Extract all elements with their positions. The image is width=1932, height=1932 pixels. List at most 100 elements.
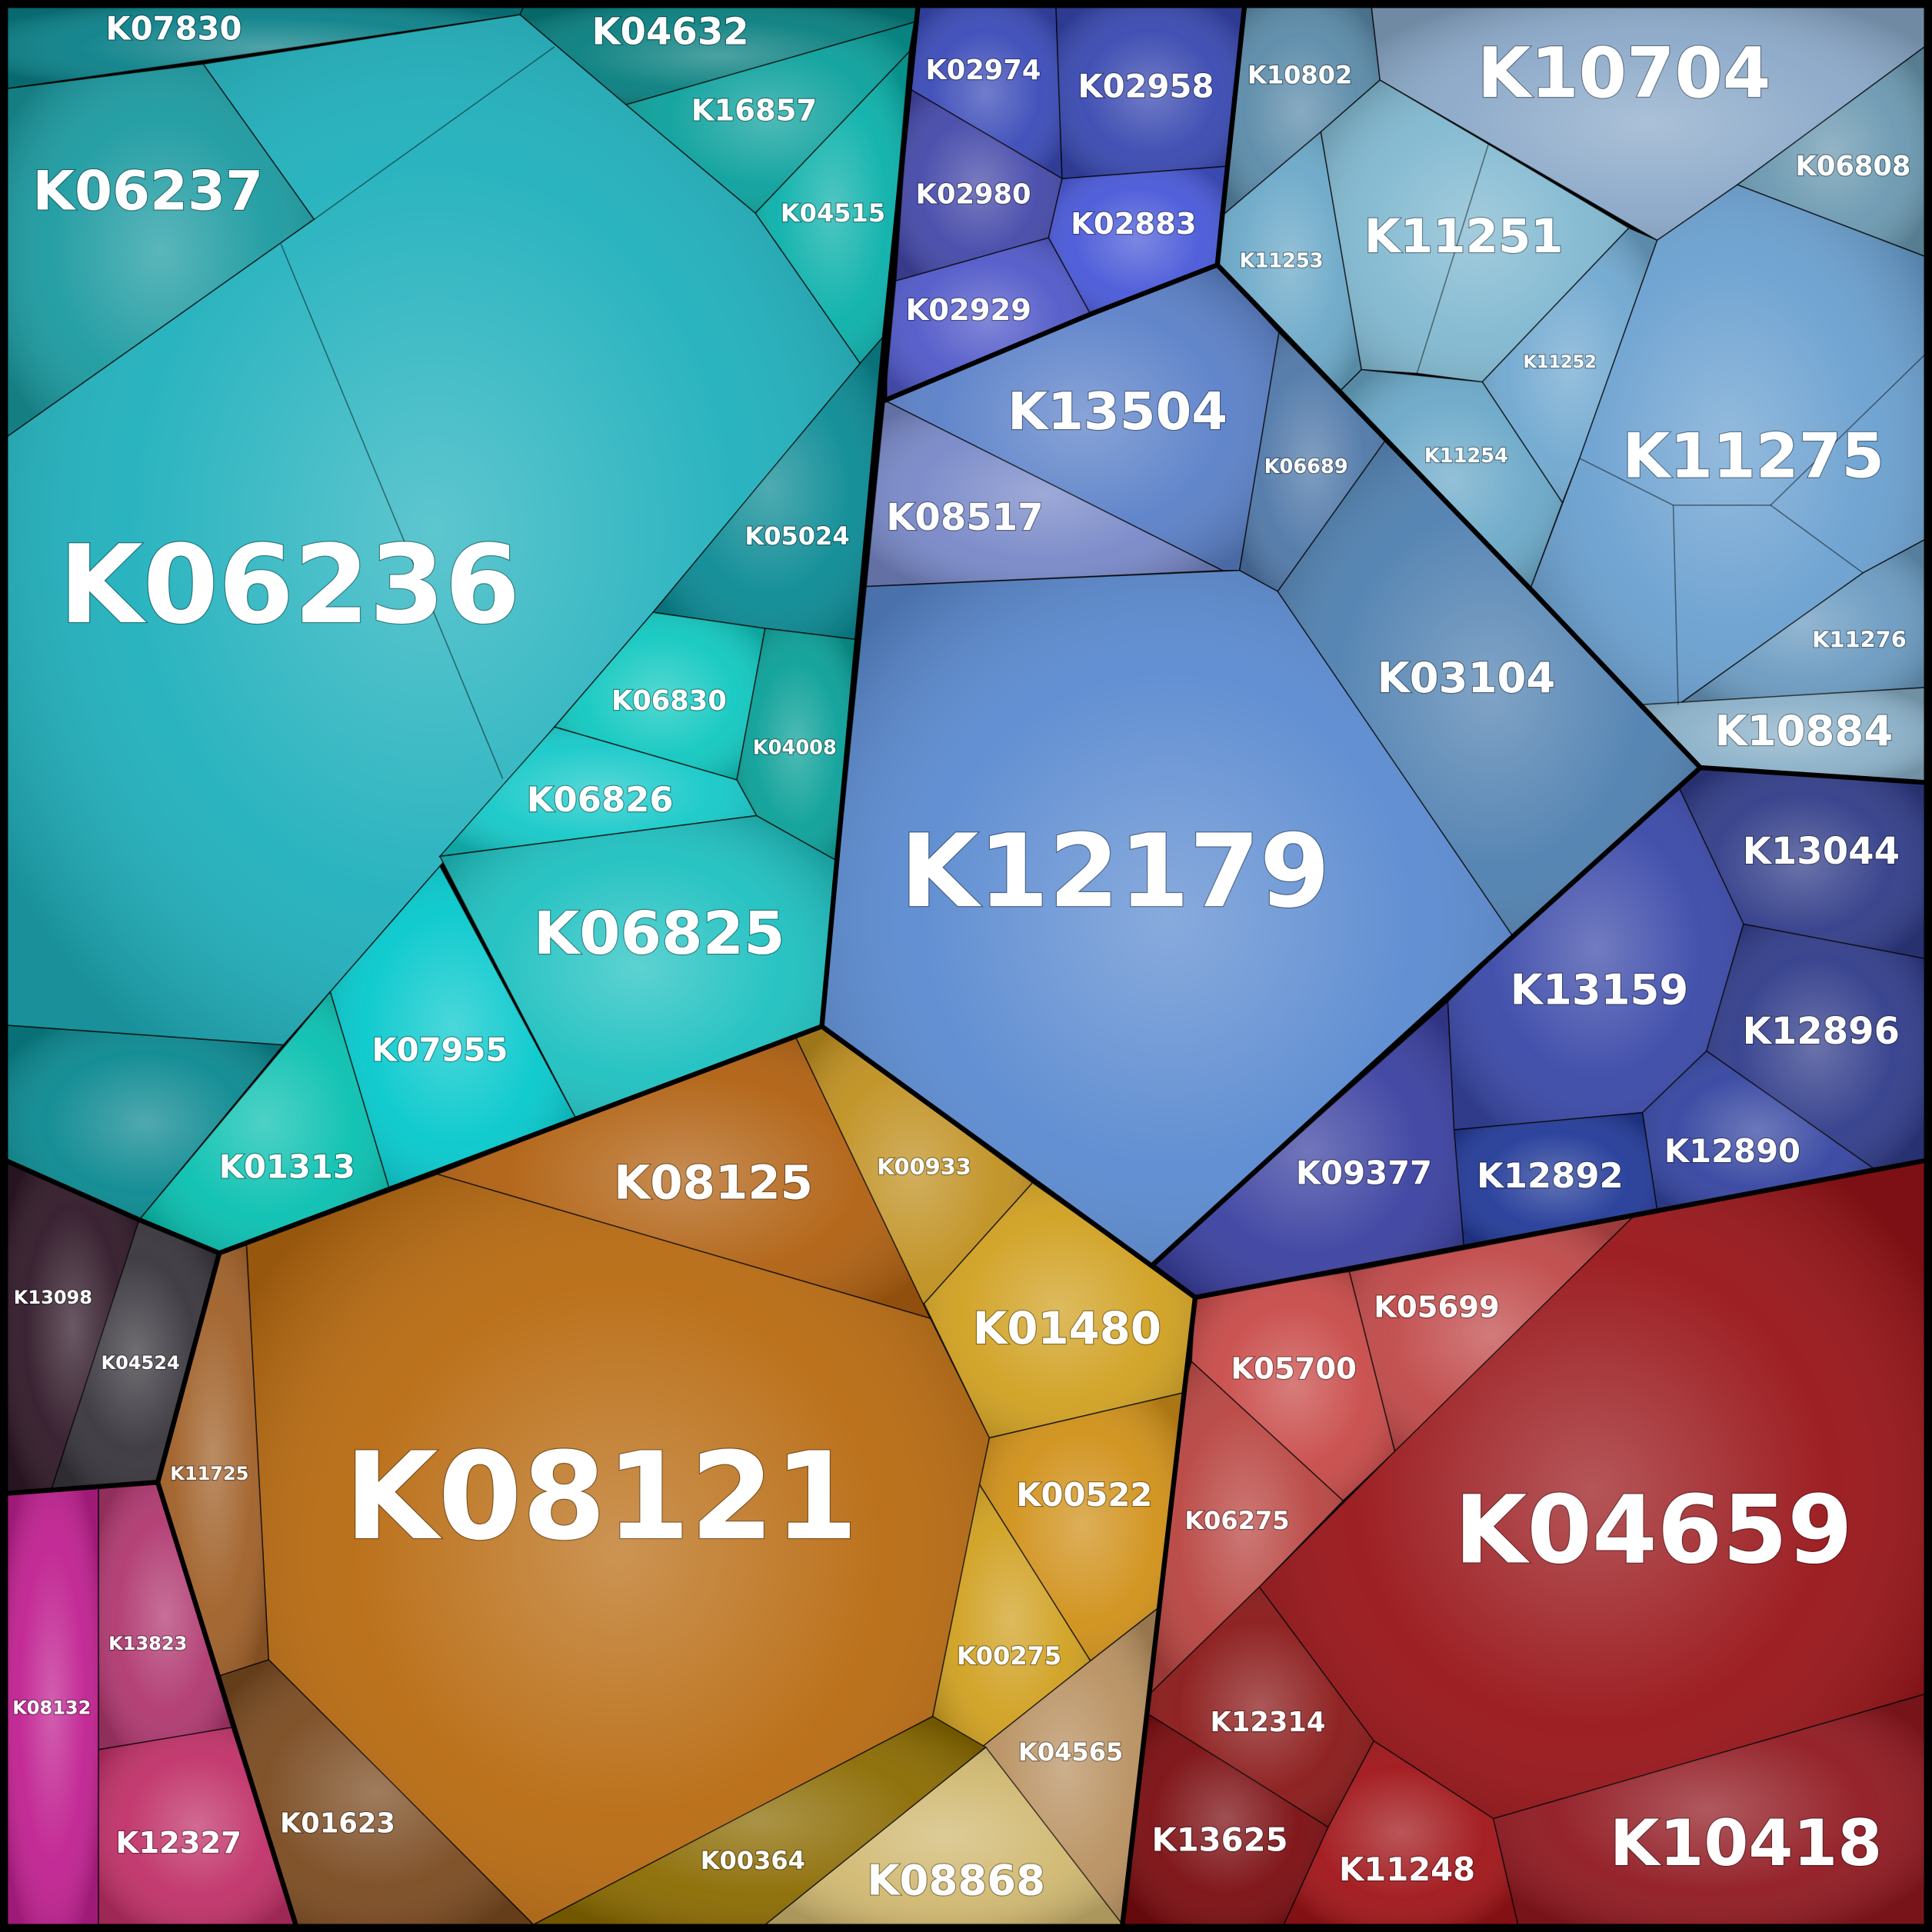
cell-shading <box>533 1716 986 1925</box>
cell-shading <box>909 6 1062 179</box>
cell-shading <box>1493 1694 1925 1925</box>
cell-label-k01313: K01313 <box>219 1148 355 1186</box>
cell-label-k04524: K04524 <box>102 1352 180 1374</box>
cell-label-k12890: K12890 <box>1664 1132 1800 1170</box>
cell-shading <box>625 22 914 214</box>
cell-label-k06689: K06689 <box>1264 455 1348 478</box>
cell-shading <box>439 815 836 1118</box>
cell-label-k00522: K00522 <box>1016 1476 1152 1514</box>
cell-label-k12327: K12327 <box>116 1826 242 1860</box>
cell-shading <box>1149 1361 1344 1694</box>
cell-label-k16857: K16857 <box>691 94 818 128</box>
cell-label-k11253: K11253 <box>1240 250 1324 273</box>
cell-shading <box>737 628 857 861</box>
cell-label-k06236: K06236 <box>59 522 521 648</box>
cell-label-k02974: K02974 <box>925 55 1041 86</box>
cells-layer <box>5 5 1926 1927</box>
cell-label-k12892: K12892 <box>1477 1155 1624 1196</box>
group-border <box>820 1024 1198 1925</box>
cell-label-k02883: K02883 <box>1071 207 1197 242</box>
cell-shading <box>1145 1587 1374 1827</box>
sub-divider <box>1770 354 1925 506</box>
cell-shading <box>1151 1001 1464 1297</box>
cell-shading <box>895 88 1062 281</box>
cell-label-k13504: K13504 <box>1008 381 1227 441</box>
cell-shading <box>924 1182 1195 1438</box>
cell-label-k08125: K08125 <box>614 1155 813 1210</box>
cell-label-k08868: K08868 <box>867 1856 1045 1905</box>
cell-label-k13098: K13098 <box>14 1287 92 1308</box>
cell-label-k00933: K00933 <box>877 1154 971 1180</box>
cell-label-k07955: K07955 <box>371 1031 508 1068</box>
labels-layer: K07830 K04632 K16857 K04515 K06237 K06236 K050… <box>12 8 1912 1906</box>
cell-shading <box>6 1024 284 1221</box>
cell-label-k08132: K08132 <box>12 1697 91 1718</box>
group-border <box>5 5 921 1256</box>
sub-divider <box>280 243 504 779</box>
cell-shading <box>52 1220 220 1489</box>
cell-label-k12314: K12314 <box>1211 1707 1326 1738</box>
cell-shading <box>437 1034 931 1319</box>
cell-shading <box>884 265 1279 571</box>
cell-shading <box>1530 185 1925 705</box>
cell-shading <box>971 1607 1158 1925</box>
cell-shading <box>6 1161 140 1494</box>
cell-label-k10802: K10802 <box>1247 61 1352 90</box>
cell-shading <box>1055 6 1245 179</box>
cell-label-k06830: K06830 <box>611 685 727 717</box>
cell-label-k06808: K06808 <box>1796 151 1911 182</box>
cell-shading <box>1191 1271 1395 1501</box>
group-border <box>882 5 1247 403</box>
cell-shading <box>1642 1051 1874 1211</box>
cell-label-k08517: K08517 <box>886 496 1043 539</box>
cell-label-k12179: K12179 <box>900 812 1330 930</box>
cell-shading <box>1239 332 1385 591</box>
cell-shading <box>1277 441 1700 937</box>
cell-shading <box>1677 539 1925 705</box>
cell-label-k06825: K06825 <box>534 900 785 968</box>
cell-label-k08121: K08121 <box>345 1427 858 1567</box>
cell-label-k06826: K06826 <box>527 779 674 820</box>
cell-shading <box>219 1659 534 1925</box>
cell-label-k02958: K02958 <box>1078 68 1214 105</box>
cell-shading <box>1737 46 1925 257</box>
cell-shading <box>1321 80 1629 382</box>
cell-shading <box>1339 369 1563 589</box>
cell-shading <box>1447 768 1744 1131</box>
sub-divider <box>1672 505 1679 705</box>
cell-label-k13625: K13625 <box>1151 1820 1287 1858</box>
group-border <box>1215 263 1925 785</box>
cell-shading <box>1349 1217 1633 1452</box>
cell-shading <box>1677 768 1925 959</box>
cell-label-k05699: K05699 <box>1374 1290 1500 1324</box>
cell-label-k03104: K03104 <box>1377 653 1556 702</box>
cell-shading <box>330 866 576 1189</box>
sub-divider <box>314 46 555 220</box>
cell-shading <box>554 612 765 781</box>
cell-shading <box>6 1486 99 1925</box>
cell-label-k13159: K13159 <box>1511 964 1689 1014</box>
cell-label-k13823: K13823 <box>108 1633 187 1654</box>
cell-label-k07830: K07830 <box>105 9 242 47</box>
cell-shading <box>6 15 861 1045</box>
cell-shading <box>932 1484 1091 1756</box>
cell-label-k10418: K10418 <box>1610 1806 1882 1880</box>
cell-label-k11276: K11276 <box>1812 626 1907 652</box>
cell-shading <box>653 335 885 640</box>
cell-label-k11275: K11275 <box>1622 420 1884 491</box>
cell-shading <box>6 64 315 438</box>
cell-shading <box>884 238 1091 401</box>
sub-divider <box>1579 458 1864 574</box>
cell-shading <box>755 52 910 364</box>
cell-shading <box>1222 6 1381 216</box>
cell-shading <box>246 1174 990 1925</box>
cell-shading <box>520 6 918 105</box>
cell-label-k02929: K02929 <box>905 293 1031 328</box>
cell-shading <box>979 1392 1186 1661</box>
cell-label-k06237: K06237 <box>32 159 263 222</box>
cell-label-k04008: K04008 <box>753 736 837 759</box>
cell-label-k12896: K12896 <box>1743 1010 1900 1053</box>
cell-shading <box>98 1727 296 1925</box>
cell-label-k04565: K04565 <box>1018 1737 1123 1767</box>
